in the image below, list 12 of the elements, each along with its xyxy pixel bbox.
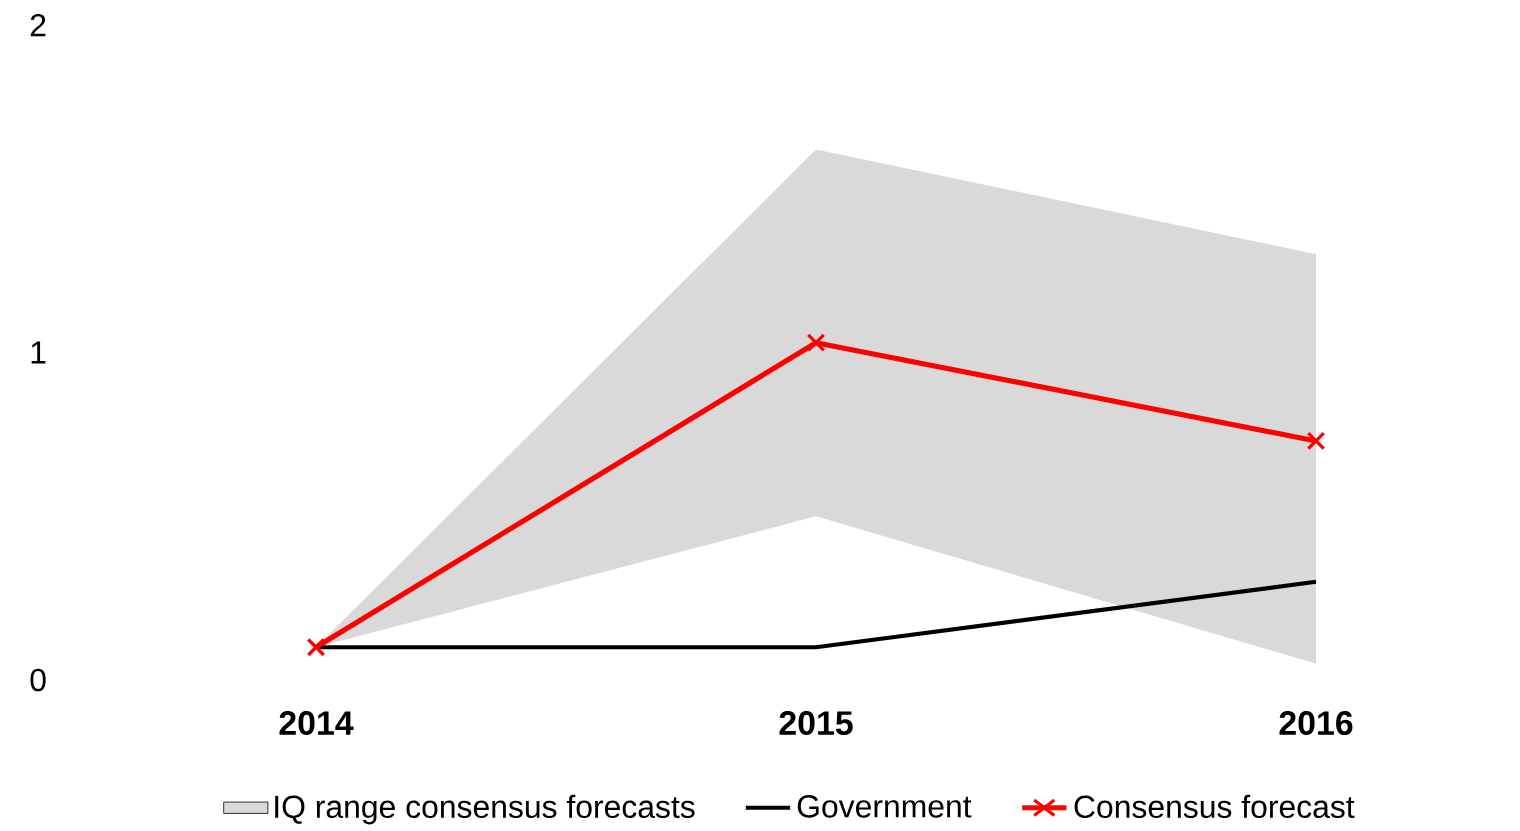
y-tick-label: 0	[30, 668, 46, 692]
point	[1306, 431, 1326, 451]
point	[306, 637, 326, 657]
x-tick-label: 2015	[779, 711, 853, 736]
point	[806, 333, 826, 353]
x-tick-label: 2016	[1279, 711, 1353, 736]
legend-label: Consensus forecast	[1074, 794, 1355, 819]
y-tick-label: 1	[31, 341, 46, 364]
legend-label: Government	[797, 795, 972, 818]
y-tick-label: 2	[30, 13, 46, 37]
x-tick-label: 2014	[279, 711, 354, 736]
legend-label: IQ range consensus forecasts	[275, 794, 695, 825]
